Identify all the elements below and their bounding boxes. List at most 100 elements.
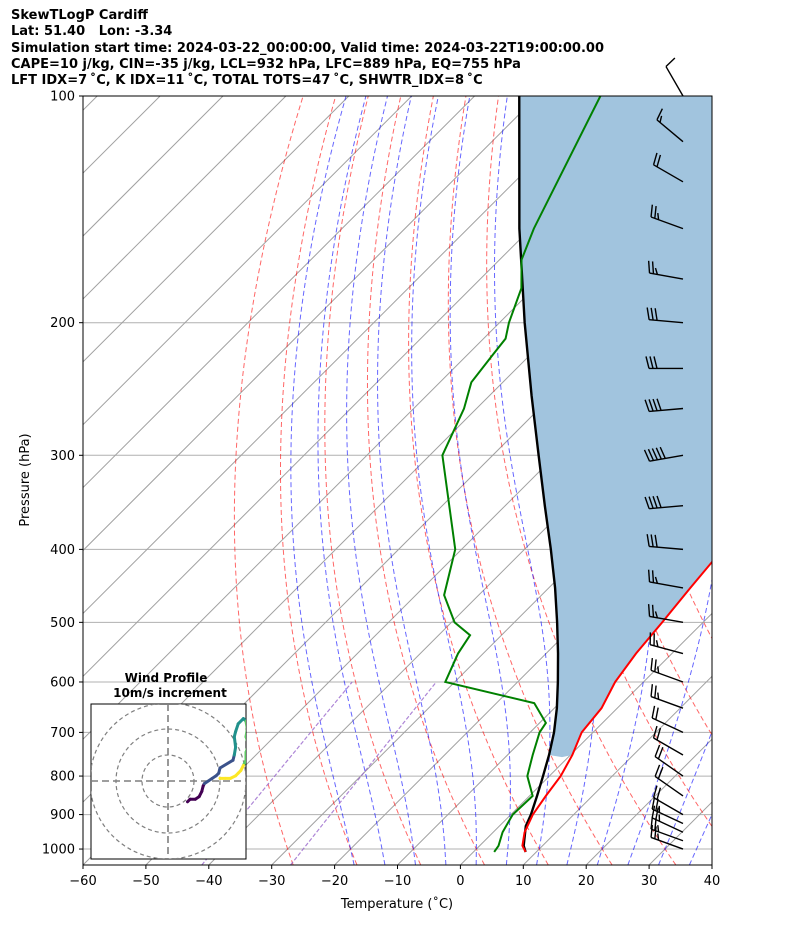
barb-feather	[652, 496, 658, 509]
barb-feather	[651, 604, 655, 618]
barb-feather	[651, 448, 659, 461]
cape-area	[519, 96, 712, 758]
barb-feather	[651, 796, 656, 810]
barb-feather	[654, 534, 658, 548]
barb-staff	[649, 454, 684, 462]
barb-feather	[647, 260, 651, 274]
barb-staff	[649, 615, 684, 624]
barb-staff	[654, 775, 684, 797]
hodograph-trace	[186, 717, 246, 804]
moist-adiabat	[449, 96, 511, 865]
barb-feather	[652, 152, 658, 165]
barb-feather	[659, 115, 663, 123]
y-tick-label: 700	[50, 726, 75, 741]
moist-adiabat	[346, 96, 417, 865]
barb-feather	[654, 659, 657, 672]
dry-adiabat	[447, 96, 613, 865]
barb-feather	[650, 307, 654, 321]
dry-adiabat	[366, 96, 485, 865]
isotherm-line	[83, 96, 287, 300]
x-tick-label: 0	[456, 874, 464, 889]
barb-feather	[650, 825, 654, 838]
barb-feather	[657, 666, 660, 674]
barb-feather	[651, 705, 656, 719]
x-tick-label: 10	[515, 874, 532, 889]
moist-adiabat	[411, 96, 477, 865]
wind-barb	[646, 534, 684, 551]
barb-feather	[648, 399, 654, 412]
cape-shading	[519, 96, 712, 758]
wind-barb	[656, 108, 684, 143]
barb-feather	[656, 787, 662, 800]
barb-staff	[649, 581, 684, 589]
isotherm-line	[397, 549, 712, 865]
moist-adiabat	[720, 96, 794, 865]
temperature-line	[521, 560, 712, 853]
barb-feather	[657, 766, 664, 779]
barb-feather	[657, 692, 660, 700]
wind-barbs	[643, 57, 684, 850]
isotherm-line	[83, 96, 413, 426]
y-tick-label: 900	[50, 808, 75, 823]
wind-barb	[650, 816, 684, 842]
barb-feather	[644, 496, 650, 509]
chart-title: SkewTLogP Cardiff	[11, 8, 148, 23]
barb-feather	[650, 534, 654, 547]
hodograph-segment	[218, 758, 235, 770]
x-tick-label: 30	[641, 874, 658, 889]
wind-barb	[654, 744, 684, 777]
title-block: SkewTLogP Cardiff Lat: 51.40 Lon: -3.34 …	[11, 8, 604, 89]
cape-line: CAPE=10 j/kg, CIN=-35 j/kg, LCL=932 hPa,…	[11, 56, 521, 72]
y-tick-label: 500	[50, 616, 75, 631]
barb-staff	[665, 66, 684, 97]
axis-ticks: −60 −50 −40 −30 −20 −10 0 10 20 30 40 100 200 300 400 5…	[42, 90, 720, 890]
barb-feather	[650, 657, 654, 671]
wind-barb	[651, 705, 684, 734]
barb-feather	[655, 447, 662, 460]
isotherm-line	[334, 486, 712, 865]
barb-staff	[650, 669, 684, 683]
barb-feather	[654, 308, 658, 321]
y-tick-label: 100	[50, 90, 75, 105]
moist-adiabat	[627, 96, 712, 865]
time-line: Simulation start time: 2024-03-22_00:00:…	[11, 40, 604, 56]
isotherm-line	[522, 675, 712, 865]
isotherm-line	[711, 864, 712, 865]
wind-barb	[650, 684, 684, 709]
barb-staff	[653, 164, 684, 183]
wind-barb	[654, 764, 684, 797]
inset-subtitle: 10m/s increment	[113, 686, 227, 700]
barb-feather	[657, 825, 660, 832]
wind-barb	[652, 725, 684, 756]
y-tick-label: 200	[50, 316, 75, 331]
barb-feather	[647, 448, 655, 461]
barb-feather	[654, 576, 659, 584]
y-tick-label: 1000	[42, 843, 75, 858]
dry-adiabat	[408, 96, 549, 865]
barb-staff	[649, 505, 684, 510]
barb-feather	[652, 725, 658, 739]
moist-adiabat	[494, 96, 551, 865]
barb-staff	[653, 796, 684, 816]
barb-feather	[654, 611, 659, 619]
barb-feather	[654, 744, 661, 757]
barb-staff	[651, 808, 684, 825]
barb-feather	[656, 495, 662, 508]
isotherm-line	[83, 96, 224, 237]
wind-barb	[650, 204, 684, 230]
barb-feather	[657, 833, 660, 841]
dewpoint-line	[441, 96, 602, 853]
inset-title: Wind Profile	[125, 671, 208, 685]
barb-feather	[656, 727, 662, 741]
barb-feather	[655, 807, 659, 820]
barb-feather	[656, 398, 662, 411]
x-tick-label: 20	[578, 874, 595, 889]
barb-feather	[645, 356, 650, 369]
hodograph-segment	[232, 735, 238, 749]
wind-barb	[650, 657, 684, 683]
moist-adiabat	[290, 96, 355, 865]
x-tick-label: −30	[258, 874, 285, 889]
wind-barb	[652, 785, 684, 816]
moist-adiabat	[317, 96, 386, 865]
